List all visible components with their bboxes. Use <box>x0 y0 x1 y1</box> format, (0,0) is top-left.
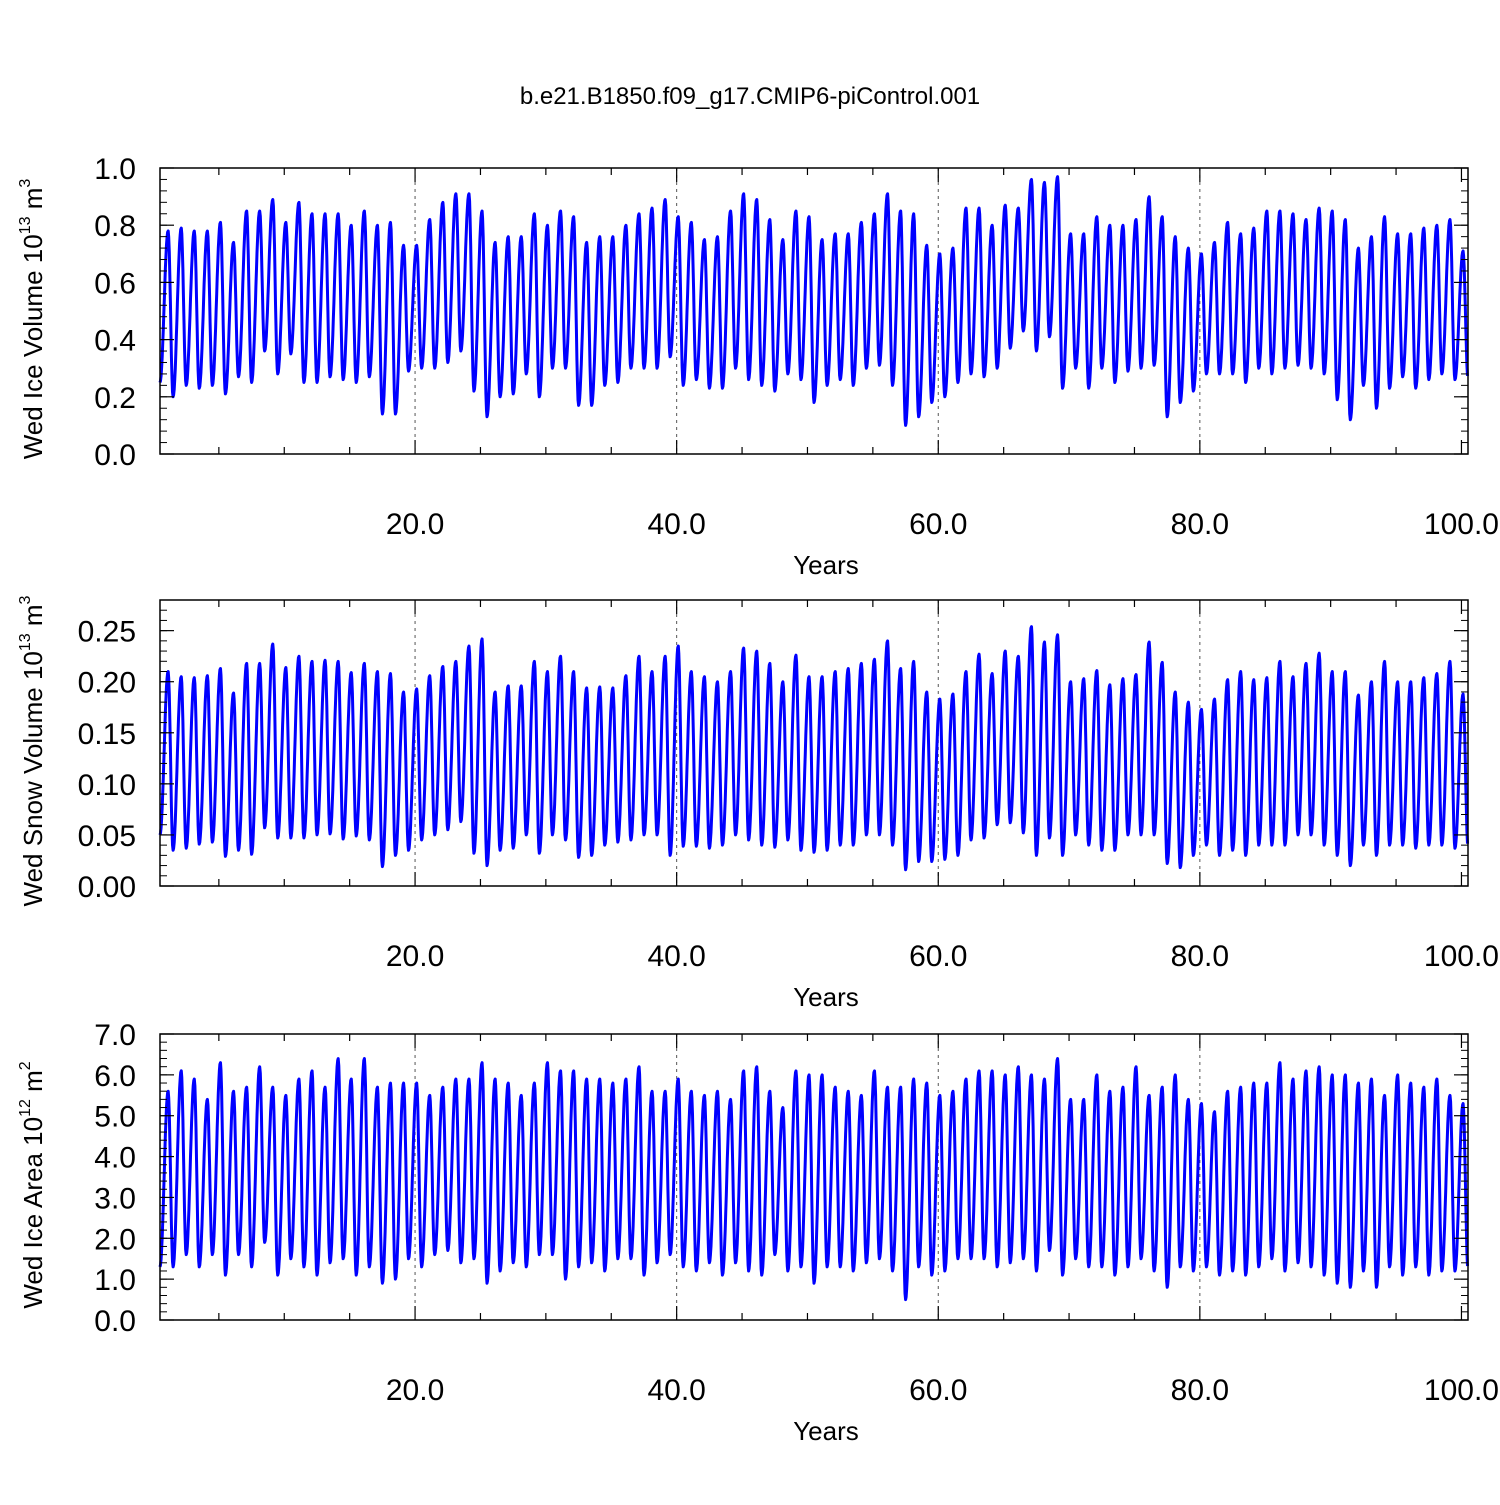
x-tick-label: 100.0 <box>1424 508 1499 541</box>
x-tick-label: 20.0 <box>386 940 444 973</box>
y-tick-label: 0.25 <box>78 616 136 649</box>
y-tick-label: 0.8 <box>94 210 136 243</box>
x-tick-label: 60.0 <box>909 508 967 541</box>
plot-frame <box>159 167 1469 455</box>
y-tick-label: 2.0 <box>94 1223 136 1256</box>
y-tick-label: 0.0 <box>94 1305 136 1338</box>
y-axis-label: Wed Ice Volume 1013 m3 <box>17 179 48 460</box>
y-tick-label: 6.0 <box>94 1060 136 1093</box>
panel-ice-volume: 0.0 0.2 0.4 0.6 0.8 1.0 20.0 40.0 60.0 80.0 100.0 Y… <box>17 153 1499 580</box>
y-tick-label: 5.0 <box>94 1101 136 1134</box>
y-tick-label: 0.05 <box>78 820 136 853</box>
series-line <box>158 1057 1469 1302</box>
y-tick-label: 7.0 <box>94 1019 136 1052</box>
y-tick-label: 0.15 <box>78 718 136 751</box>
panel-snow-volume: 0.00 0.05 0.10 0.15 0.20 0.25 20.0 40.0 60.0 80.0… <box>17 595 1499 1012</box>
y-tick-label: 0.0 <box>94 439 136 472</box>
x-tick-label: 80.0 <box>1171 940 1229 973</box>
x-axis-label: Years <box>793 550 859 580</box>
x-tick-label: 100.0 <box>1424 940 1499 973</box>
y-tick-label: 1.0 <box>94 153 136 186</box>
y-axis-label: Wed Ice Area 1012 m2 <box>17 1061 48 1308</box>
plot-frame <box>159 1033 1469 1321</box>
x-tick-label: 20.0 <box>386 508 444 541</box>
x-tick-label: 40.0 <box>647 940 705 973</box>
y-tick-label: 0.4 <box>94 325 136 358</box>
y-tick-label: 0.20 <box>78 667 136 700</box>
x-axis-label: Years <box>793 1416 859 1446</box>
x-axis-label: Years <box>793 982 859 1012</box>
y-tick-label: 0.10 <box>78 769 136 802</box>
y-tick-label: 1.0 <box>94 1264 136 1297</box>
y-axis-label: Wed Snow Volume 1013 m3 <box>17 595 48 906</box>
series-line <box>158 625 1469 872</box>
x-tick-label: 40.0 <box>647 1374 705 1407</box>
y-tick-label: 3.0 <box>94 1182 136 1215</box>
x-tick-label: 20.0 <box>386 1374 444 1407</box>
x-tick-label: 60.0 <box>909 940 967 973</box>
x-tick-label: 40.0 <box>647 508 705 541</box>
y-tick-label: 4.0 <box>94 1142 136 1175</box>
x-tick-label: 80.0 <box>1171 508 1229 541</box>
series-line <box>158 175 1469 427</box>
y-tick-label: 0.00 <box>78 871 136 904</box>
x-tick-label: 100.0 <box>1424 1374 1499 1407</box>
y-tick-label: 0.6 <box>94 267 136 300</box>
y-tick-label: 0.2 <box>94 382 136 415</box>
panel-ice-area: 0.0 1.0 2.0 3.0 4.0 5.0 6.0 7.0 20.0 40.0 60.0 80.0… <box>17 1019 1499 1446</box>
figure-title: b.e21.B1850.f09_g17.CMIP6-piControl.001 <box>520 83 980 110</box>
x-tick-label: 80.0 <box>1171 1374 1229 1407</box>
x-tick-label: 60.0 <box>909 1374 967 1407</box>
